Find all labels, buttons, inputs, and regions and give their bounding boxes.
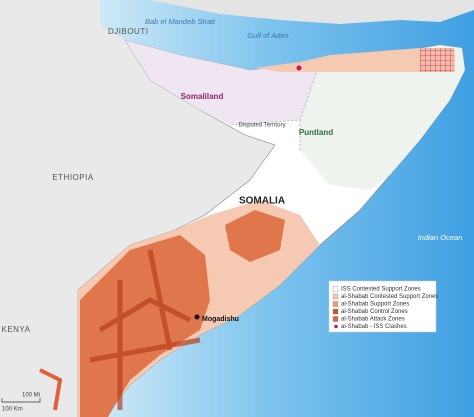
scale-label: 100 Mi [22, 393, 40, 399]
legend-box [328, 280, 437, 333]
legend-label: al-Shabab - ISS Clashes [341, 324, 407, 330]
legend-swatch [332, 286, 339, 292]
legend-swatch [332, 301, 339, 307]
legend-swatch [332, 308, 339, 315]
iss-zone [420, 48, 454, 72]
country-label: SOMALIA [239, 196, 285, 207]
somaliland [125, 40, 320, 125]
legend-label: ISS Contested Support Zones [341, 287, 421, 293]
country-label: ETHIOPIA [52, 173, 94, 182]
country-label: DJIBOUTI [108, 27, 148, 36]
legend-label: al-Shabab Support Zones [341, 302, 409, 308]
sea-label: Indian Ocean [418, 233, 463, 242]
border-dashed [229, 61, 321, 150]
region-label: Disputed Territory [239, 123, 286, 129]
legend-swatch [332, 316, 339, 322]
region-label: Puntland [299, 128, 333, 137]
legend-label: al-Shabab Contested Support Zones [341, 294, 438, 300]
city-marker [194, 314, 200, 320]
legend-swatch [334, 324, 338, 329]
puntland [300, 45, 465, 190]
clash-marker [296, 65, 302, 71]
city-label: Mogadishu [202, 316, 239, 323]
country-label: KENYA [1, 325, 30, 334]
legend-swatch [332, 293, 339, 300]
sea-label: Bab el Mandeb Strait [145, 17, 216, 26]
region-label: Somaliland [181, 92, 224, 101]
scale-bar [1, 398, 41, 403]
control-zone-2 [225, 210, 285, 262]
yemen-land [150, 0, 474, 24]
sea-label: Gulf of Aden [247, 31, 288, 40]
scale-label: 100 Km [2, 407, 23, 413]
legend-label: al-Shabab Attack Zones [341, 317, 405, 323]
contested-north [255, 48, 455, 72]
legend-label: al-Shabab Control Zones [341, 309, 408, 315]
attack-zones [89, 249, 201, 410]
control-zone [80, 235, 210, 417]
attack-kenya [39, 368, 63, 411]
